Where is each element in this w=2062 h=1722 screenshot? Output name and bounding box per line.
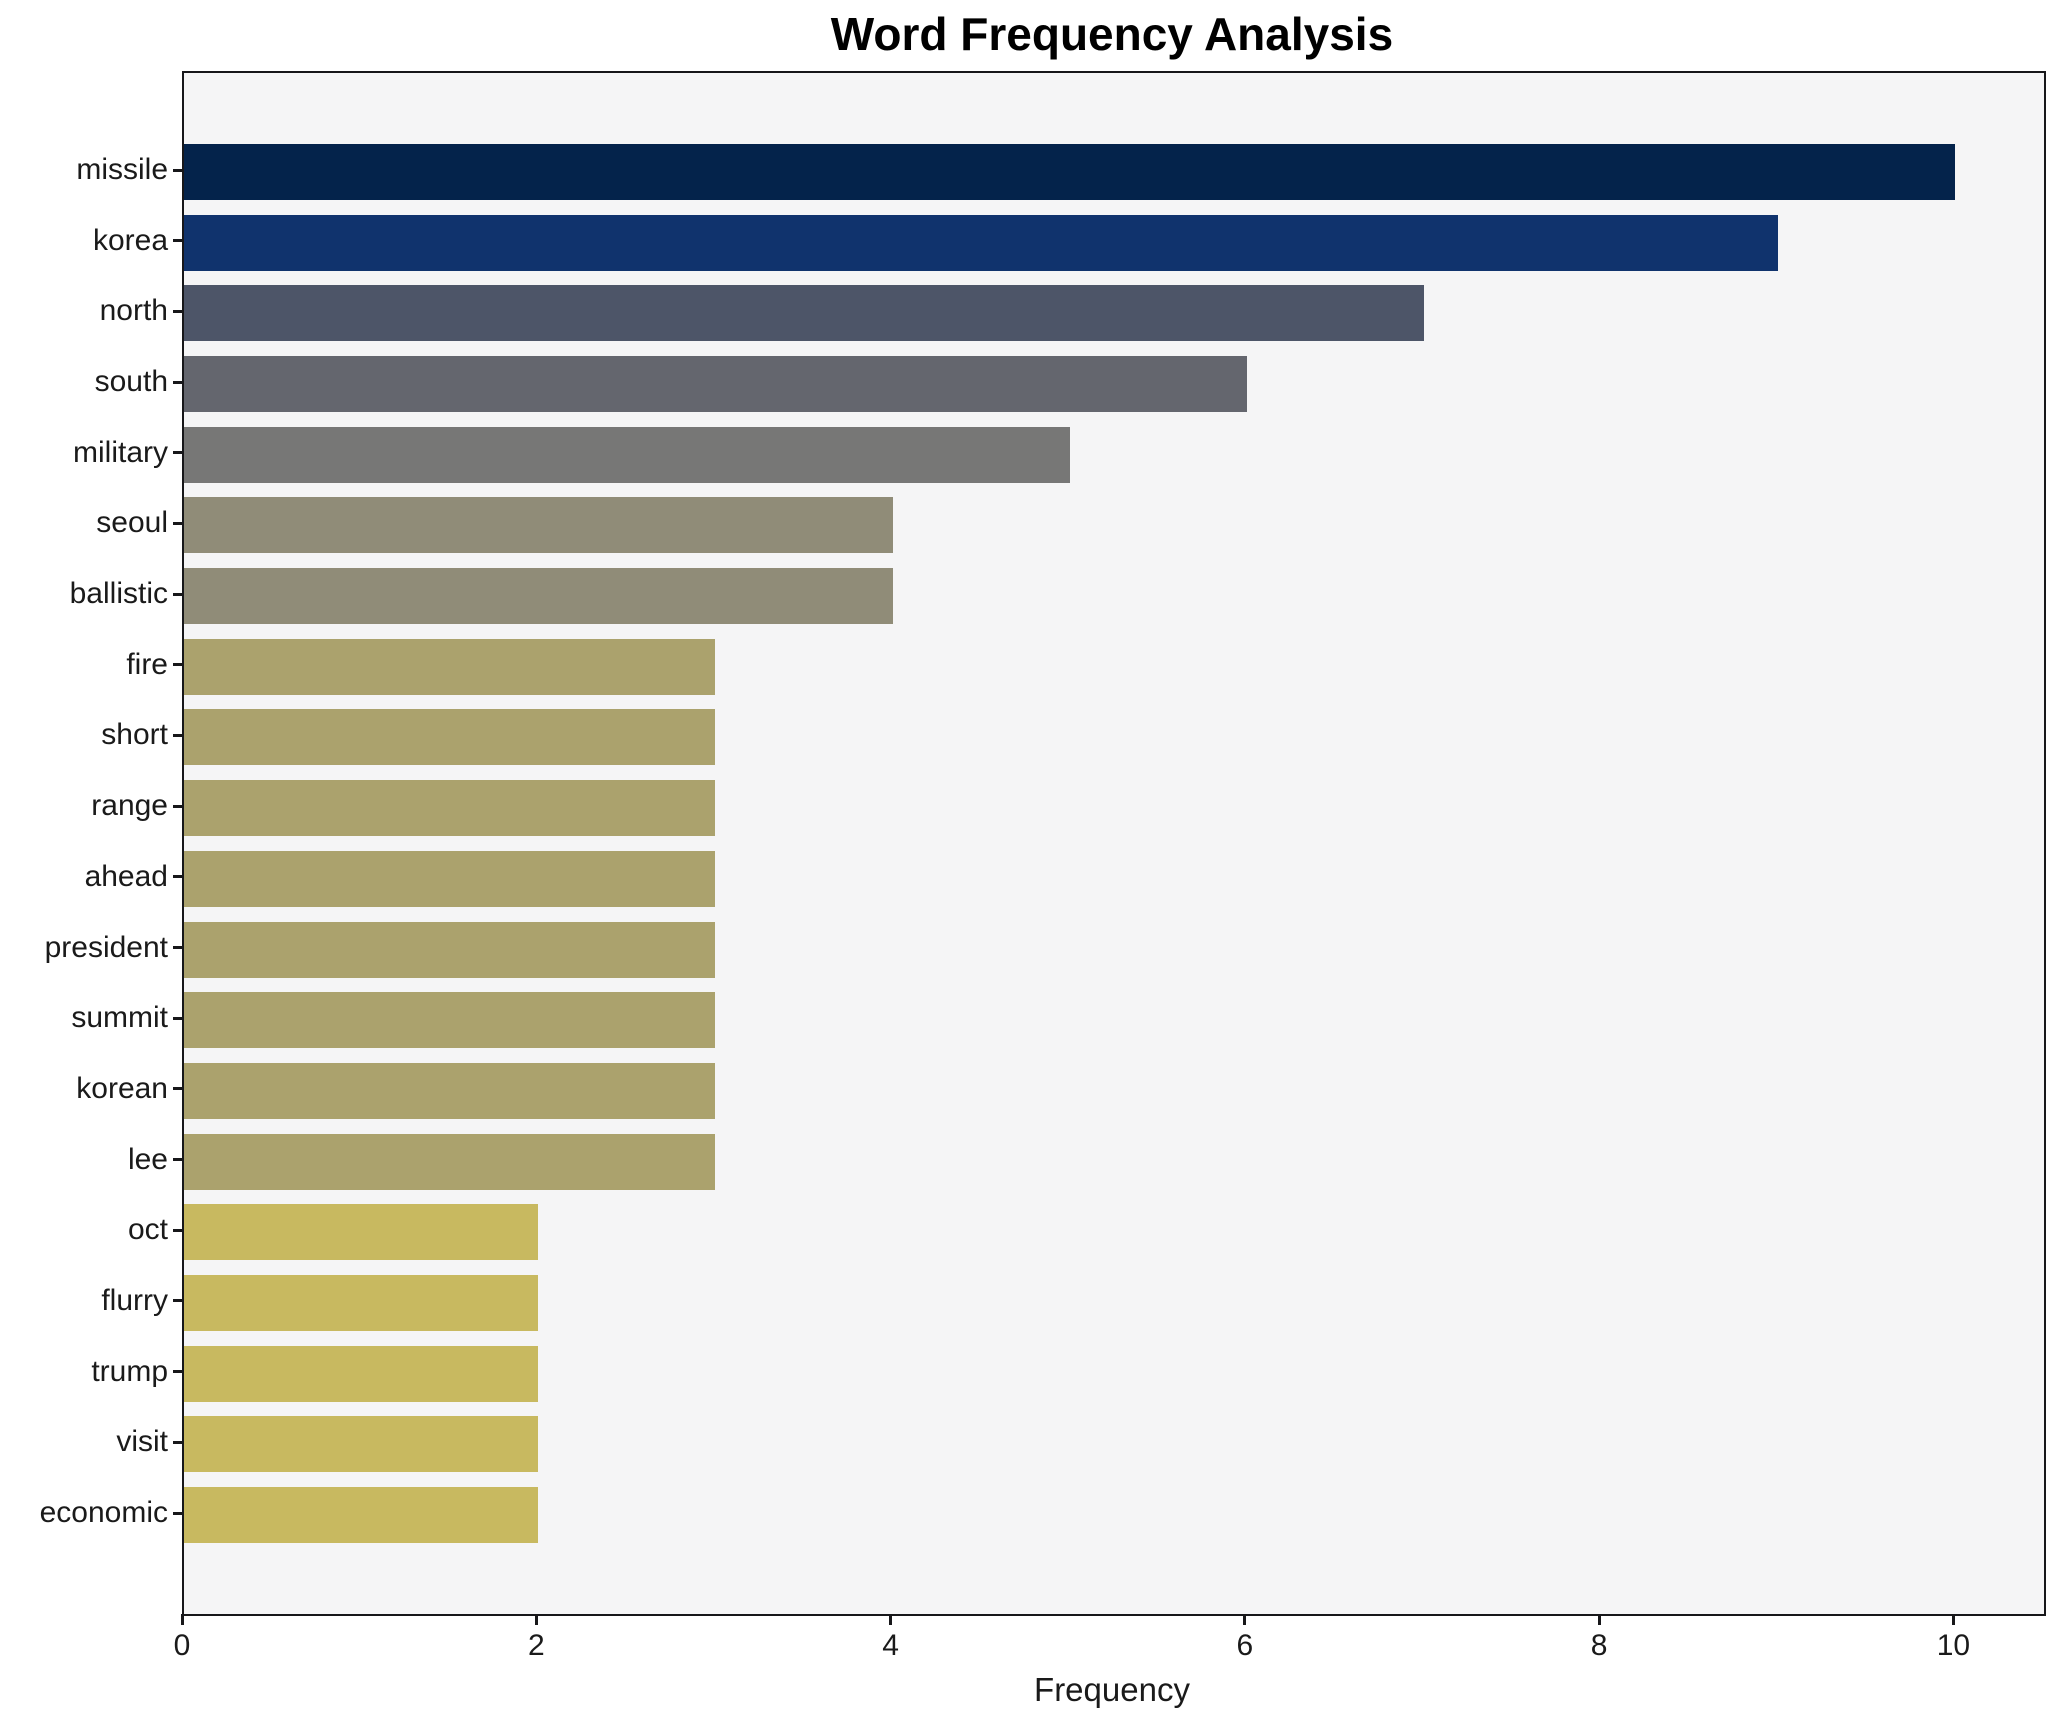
y-tick-mark <box>173 380 183 384</box>
y-tick-label-korea: korea <box>92 223 168 257</box>
y-tick-mark <box>173 1299 183 1303</box>
y-tick-label-visit: visit <box>116 1425 168 1459</box>
y-tick-mark <box>173 451 183 455</box>
bar-president <box>184 921 716 978</box>
bar-military <box>184 426 1070 483</box>
bar-north <box>184 285 1424 342</box>
y-tick-mark <box>173 1440 183 1444</box>
bar-ahead <box>184 850 716 907</box>
y-tick-label-missile: missile <box>76 153 168 186</box>
x-tick-label-6: 6 <box>1236 1629 1254 1662</box>
bar-oct <box>184 1204 539 1261</box>
y-tick-label-flurry: flurry <box>101 1283 168 1317</box>
bar-range <box>184 780 716 837</box>
y-tick-mark <box>173 1158 183 1162</box>
y-tick-mark <box>173 875 183 879</box>
bar-flurry <box>184 1274 539 1331</box>
y-tick-mark <box>173 946 183 950</box>
chart-title: Word Frequency Analysis <box>830 8 1394 60</box>
y-tick-label-military: military <box>73 435 168 469</box>
y-tick-mark <box>173 309 183 313</box>
y-tick-label-north: north <box>99 294 168 328</box>
bar-south <box>184 356 1247 413</box>
y-tick-label-lee: lee <box>127 1142 168 1176</box>
bar-short <box>184 709 716 766</box>
plot-area <box>182 71 2046 1616</box>
bar-korea <box>184 214 1779 271</box>
x-tick-mark <box>1951 1614 1955 1625</box>
y-tick-mark <box>173 168 183 172</box>
y-tick-mark <box>173 1087 183 1091</box>
y-tick-label-korean: korean <box>76 1071 168 1105</box>
x-tick-label-10: 10 <box>1936 1629 1971 1662</box>
bar-korean <box>184 1062 716 1119</box>
y-tick-label-ahead: ahead <box>84 859 168 893</box>
y-tick-label-range: range <box>91 789 168 823</box>
y-tick-label-short: short <box>101 718 168 752</box>
bar-seoul <box>184 497 893 554</box>
y-tick-mark <box>173 239 183 243</box>
bar-fire <box>184 638 716 695</box>
bar-visit <box>184 1416 539 1473</box>
x-tick-mark <box>1597 1614 1601 1625</box>
x-tick-label-0: 0 <box>173 1629 191 1662</box>
y-tick-label-economic: economic <box>39 1496 168 1529</box>
y-tick-mark <box>173 804 183 808</box>
bar-economic <box>184 1487 539 1543</box>
y-tick-mark <box>173 1016 183 1020</box>
bar-summit <box>184 992 716 1049</box>
y-tick-label-oct: oct <box>127 1213 168 1247</box>
x-tick-label-4: 4 <box>882 1629 899 1662</box>
bar-trump <box>184 1345 539 1402</box>
y-tick-mark <box>173 733 183 737</box>
x-tick-label-8: 8 <box>1590 1629 1608 1662</box>
y-tick-label-ballistic: ballistic <box>69 577 168 611</box>
x-tick-label-2: 2 <box>527 1629 545 1662</box>
x-tick-mark <box>180 1614 184 1625</box>
y-tick-mark <box>173 663 183 667</box>
bar-ballistic <box>184 568 893 625</box>
bar-lee <box>184 1133 716 1190</box>
y-tick-mark <box>173 1511 183 1515</box>
y-tick-mark <box>173 1228 183 1232</box>
bar-missile <box>184 144 1956 200</box>
x-axis-label: Frequency <box>1034 1671 1190 1708</box>
x-tick-mark <box>1243 1614 1247 1625</box>
y-tick-label-seoul: seoul <box>96 506 168 540</box>
y-tick-label-trump: trump <box>91 1354 168 1388</box>
y-tick-label-president: president <box>44 930 168 964</box>
x-tick-mark <box>889 1614 893 1625</box>
y-tick-mark <box>173 1370 183 1374</box>
y-tick-label-summit: summit <box>71 1001 168 1035</box>
y-tick-label-fire: fire <box>126 647 168 681</box>
y-tick-label-south: south <box>94 365 168 399</box>
y-tick-mark <box>173 592 183 596</box>
x-tick-mark <box>534 1614 538 1625</box>
y-tick-mark <box>173 521 183 525</box>
